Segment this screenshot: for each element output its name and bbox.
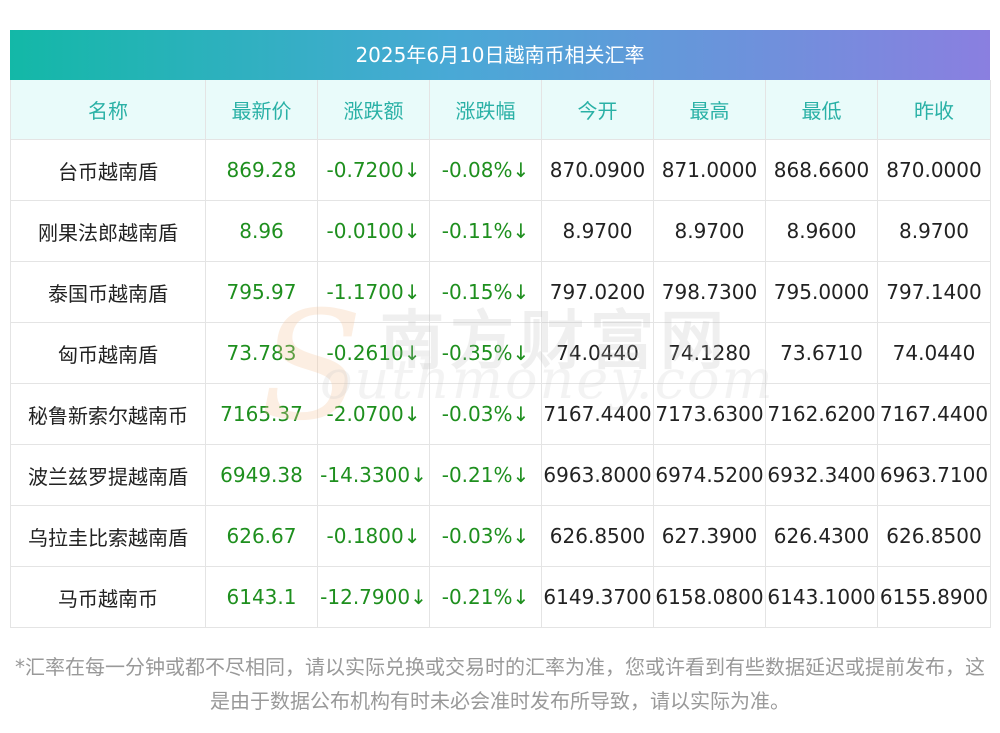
row-open: 626.8500 [541, 505, 654, 567]
row-low: 795.0000 [765, 261, 878, 323]
row-low: 7162.6200 [765, 383, 878, 445]
header-high: 最高 [653, 80, 766, 140]
row-change-pct: -0.11%↓ [429, 200, 542, 262]
row-open: 7167.4400 [541, 383, 654, 445]
row-latest: 6143.1 [205, 566, 318, 628]
row-change-pct: -0.35%↓ [429, 322, 542, 384]
row-name: 台币越南盾 [10, 139, 206, 201]
row-open: 74.0440 [541, 322, 654, 384]
rate-table-container: 2025年6月10日越南币相关汇率 名称 最新价 涨跌额 涨跌幅 今开 最高 最… [10, 30, 991, 628]
row-prev-close: 626.8500 [877, 505, 991, 567]
row-low: 6932.3400 [765, 444, 878, 506]
row-low: 73.6710 [765, 322, 878, 384]
row-open: 6149.3700 [541, 566, 654, 628]
row-latest: 869.28 [205, 139, 318, 201]
header-open: 今开 [541, 80, 654, 140]
row-change: -0.7200↓ [317, 139, 430, 201]
table-row: 乌拉圭比索越南盾 626.67 -0.1800↓ -0.03%↓ 626.850… [10, 505, 991, 567]
row-open: 8.9700 [541, 200, 654, 262]
row-latest: 73.783 [205, 322, 318, 384]
row-latest: 795.97 [205, 261, 318, 323]
row-change: -0.2610↓ [317, 322, 430, 384]
row-prev-close: 7167.4400 [877, 383, 991, 445]
row-open: 6963.8000 [541, 444, 654, 506]
header-name: 名称 [10, 80, 206, 140]
header-row: 名称 最新价 涨跌额 涨跌幅 今开 最高 最低 昨收 [10, 80, 991, 140]
table-row: 泰国币越南盾 795.97 -1.1700↓ -0.15%↓ 797.0200 … [10, 261, 991, 323]
row-change-pct: -0.03%↓ [429, 505, 542, 567]
row-prev-close: 6155.8900 [877, 566, 991, 628]
header-change: 涨跌额 [317, 80, 430, 140]
row-latest: 6949.38 [205, 444, 318, 506]
row-low: 6143.1000 [765, 566, 878, 628]
row-change: -12.7900↓ [317, 566, 430, 628]
row-high: 627.3900 [653, 505, 766, 567]
row-name: 刚果法郎越南盾 [10, 200, 206, 262]
table-row: 刚果法郎越南盾 8.96 -0.0100↓ -0.11%↓ 8.9700 8.9… [10, 200, 991, 262]
row-low: 868.6600 [765, 139, 878, 201]
row-latest: 8.96 [205, 200, 318, 262]
row-change: -0.0100↓ [317, 200, 430, 262]
row-prev-close: 74.0440 [877, 322, 991, 384]
row-change: -1.1700↓ [317, 261, 430, 323]
row-change: -0.1800↓ [317, 505, 430, 567]
row-change: -14.3300↓ [317, 444, 430, 506]
row-change: -2.0700↓ [317, 383, 430, 445]
row-high: 6158.0800 [653, 566, 766, 628]
row-change-pct: -0.21%↓ [429, 566, 542, 628]
row-name: 匈币越南盾 [10, 322, 206, 384]
row-change-pct: -0.15%↓ [429, 261, 542, 323]
row-prev-close: 8.9700 [877, 200, 991, 262]
row-change-pct: -0.21%↓ [429, 444, 542, 506]
row-prev-close: 870.0000 [877, 139, 991, 201]
row-high: 8.9700 [653, 200, 766, 262]
table-row: 匈币越南盾 73.783 -0.2610↓ -0.35%↓ 74.0440 74… [10, 322, 991, 384]
row-high: 871.0000 [653, 139, 766, 201]
header-prev-close: 昨收 [877, 80, 991, 140]
row-low: 626.4300 [765, 505, 878, 567]
table-row: 秘鲁新索尔越南币 7165.37 -2.0700↓ -0.03%↓ 7167.4… [10, 383, 991, 445]
row-name: 乌拉圭比索越南盾 [10, 505, 206, 567]
header-change-pct: 涨跌幅 [429, 80, 542, 140]
row-name: 秘鲁新索尔越南币 [10, 383, 206, 445]
row-name: 波兰兹罗提越南盾 [10, 444, 206, 506]
row-low: 8.9600 [765, 200, 878, 262]
row-high: 798.7300 [653, 261, 766, 323]
row-latest: 7165.37 [205, 383, 318, 445]
row-change-pct: -0.08%↓ [429, 139, 542, 201]
row-change-pct: -0.03%↓ [429, 383, 542, 445]
table-row: 波兰兹罗提越南盾 6949.38 -14.3300↓ -0.21%↓ 6963.… [10, 444, 991, 506]
rate-table: 名称 最新价 涨跌额 涨跌幅 今开 最高 最低 昨收 台币越南盾 869.28 … [10, 80, 991, 628]
row-prev-close: 6963.7100 [877, 444, 991, 506]
row-high: 6974.5200 [653, 444, 766, 506]
row-latest: 626.67 [205, 505, 318, 567]
row-high: 7173.6300 [653, 383, 766, 445]
table-title: 2025年6月10日越南币相关汇率 [10, 30, 990, 80]
disclaimer-note: *汇率在每一分钟或都不尽相同，请以实际兑换或交易时的汇率为准，您或许看到有些数据… [15, 655, 985, 713]
row-open: 870.0900 [541, 139, 654, 201]
row-open: 797.0200 [541, 261, 654, 323]
header-latest: 最新价 [205, 80, 318, 140]
table-body: 台币越南盾 869.28 -0.7200↓ -0.08%↓ 870.0900 8… [10, 139, 991, 628]
row-high: 74.1280 [653, 322, 766, 384]
row-prev-close: 797.1400 [877, 261, 991, 323]
row-name: 泰国币越南盾 [10, 261, 206, 323]
table-row: 马币越南币 6143.1 -12.7900↓ -0.21%↓ 6149.3700… [10, 566, 991, 628]
table-row: 台币越南盾 869.28 -0.7200↓ -0.08%↓ 870.0900 8… [10, 139, 991, 201]
header-low: 最低 [765, 80, 878, 140]
row-name: 马币越南币 [10, 566, 206, 628]
